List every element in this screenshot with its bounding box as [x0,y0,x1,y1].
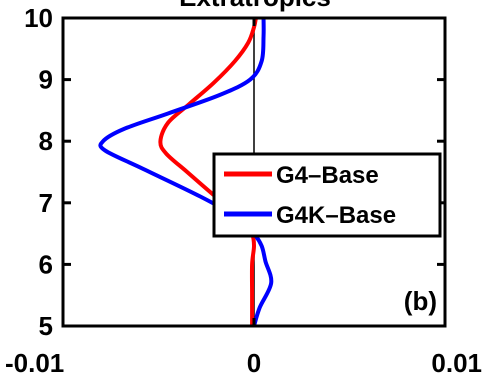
series-layer [98,18,274,326]
legend: G4–Base G4K–Base [212,152,442,238]
legend-box [212,152,442,238]
y-tick-label: 6 [39,249,53,279]
legend-entry: G4–Base [276,162,379,189]
x-tick-label: 0.01 [431,348,482,378]
series-line-1 [158,18,258,326]
y-tick-label: 10 [24,3,53,33]
y-tick-label: 9 [39,65,53,95]
y-tick-label: 5 [39,311,53,341]
chart-title: Extratropics [179,0,331,12]
series-line-2 [98,18,274,326]
panel-label: (b) [404,286,437,316]
x-tick-label: -0.01 [5,348,64,378]
x-tick-label: 0 [247,348,261,378]
y-tick-label: 8 [39,126,53,156]
y-tick-label: 7 [39,188,53,218]
tick-layer: 5 6 7 8 9 10 -0.01 0 0.01 [5,3,482,378]
legend-entry: G4K–Base [276,202,396,229]
